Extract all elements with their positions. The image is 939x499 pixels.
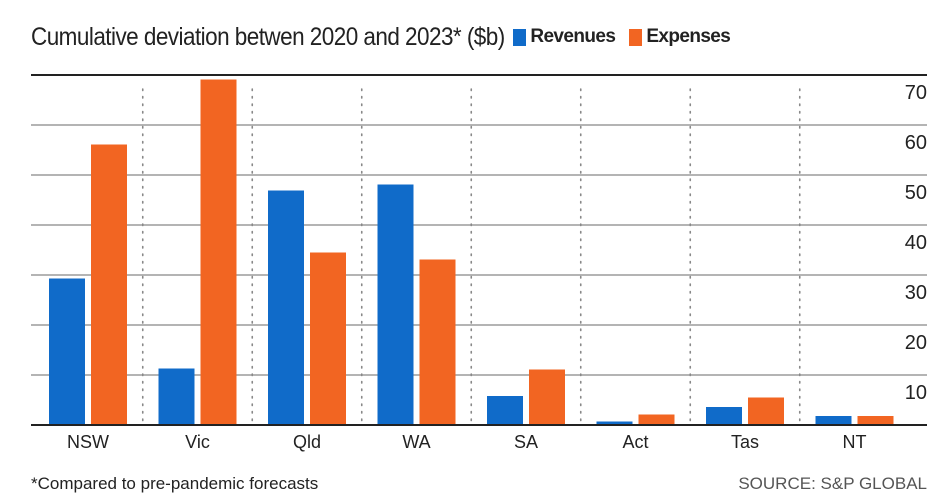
chart-title: Cumulative deviation betwen 2020 and 202… [31, 22, 505, 51]
legend-item-expenses: Expenses [629, 26, 731, 48]
y-tick-label: 10 [905, 382, 927, 404]
bar-revenues-qld [268, 190, 304, 425]
y-tick-label: 40 [905, 232, 927, 254]
chart-header: Cumulative deviation betwen 2020 and 202… [31, 20, 731, 54]
y-tick-label: 50 [905, 182, 927, 204]
source-note: SOURCE: S&P GLOBAL [738, 474, 927, 493]
bar-revenues-wa [377, 184, 414, 425]
bar-expenses-qld [310, 252, 346, 425]
bar-revenues-nt [815, 416, 852, 425]
y-tick-label: 20 [905, 332, 927, 354]
bar-expenses-act [638, 414, 675, 425]
bar-expenses-nt [857, 416, 894, 425]
legend-swatch-expenses [629, 28, 643, 46]
x-tick-label: WA [402, 432, 430, 452]
x-tick-label: NT [843, 432, 867, 452]
footnote: *Compared to pre-pandemic forecasts [31, 474, 319, 493]
y-tick-label: 30 [905, 282, 927, 304]
bar-revenues-tas [706, 407, 742, 425]
bar-revenues-act [596, 421, 633, 425]
legend-item-revenues: Revenues [513, 26, 616, 48]
legend-label-revenues: Revenues [530, 26, 616, 47]
bar-expenses-vic [200, 79, 237, 425]
y-tick-label: 60 [905, 132, 927, 154]
bar-revenues-sa [487, 396, 523, 425]
y-tick-label: 70 [905, 82, 927, 104]
x-tick-label: NSW [67, 432, 109, 452]
bar-expenses-sa [529, 369, 565, 425]
x-tick-label: Vic [185, 432, 210, 452]
legend-swatch-revenues [513, 28, 527, 46]
legend-label-expenses: Expenses [646, 26, 731, 47]
x-tick-label: Qld [293, 432, 321, 452]
bar-expenses-tas [748, 397, 784, 425]
bar-revenues-vic [158, 368, 195, 425]
x-tick-label: SA [514, 432, 538, 452]
x-tick-label: Tas [731, 432, 759, 452]
x-tick-label: Act [622, 432, 648, 452]
bar-expenses-wa [419, 259, 456, 425]
bar-expenses-nsw [91, 144, 127, 425]
bar-revenues-nsw [49, 278, 85, 425]
